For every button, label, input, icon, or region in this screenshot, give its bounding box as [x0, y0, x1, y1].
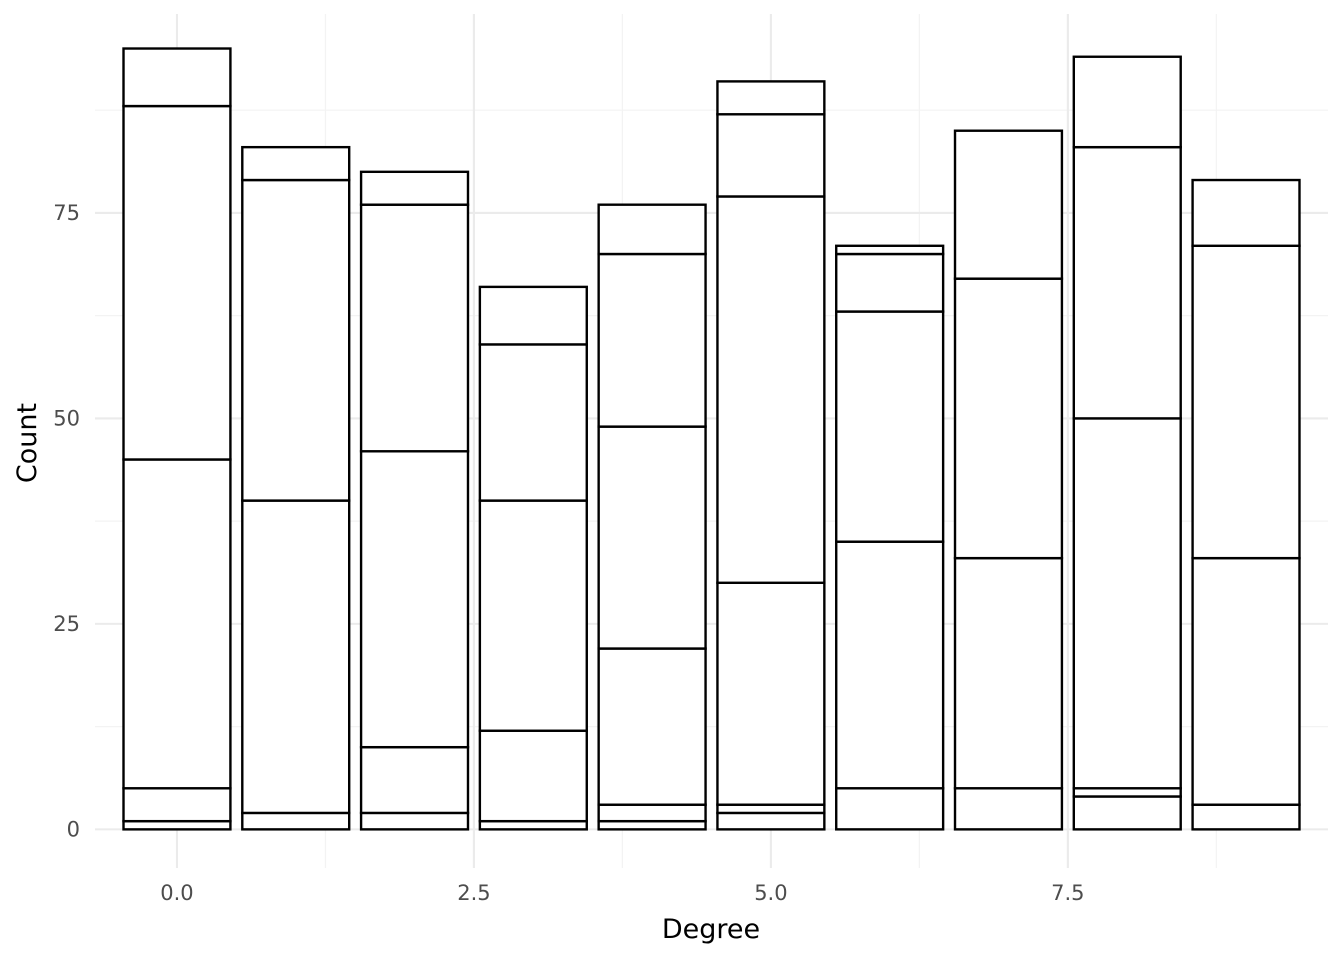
bar-segment	[716, 195, 826, 584]
y-tick-label: 25	[53, 612, 80, 636]
bar-stack	[359, 170, 470, 831]
bar-segment	[597, 647, 707, 806]
bar-stack	[241, 145, 351, 831]
bar-segment	[122, 104, 232, 461]
bar-segment	[835, 310, 945, 543]
bar-segment	[241, 499, 351, 815]
bar-stack	[597, 203, 707, 831]
bar-segment	[478, 729, 588, 823]
bar-segment	[359, 203, 470, 453]
bar-segment	[716, 80, 826, 116]
y-tick-label: 50	[53, 406, 80, 430]
bar-segment	[359, 170, 470, 206]
x-tick-label: 5.0	[754, 881, 787, 905]
bar-segment	[1191, 803, 1301, 831]
bar-stack	[122, 47, 232, 831]
bar-segment	[953, 787, 1064, 831]
bar-segment	[359, 450, 470, 749]
bar-segment	[597, 819, 707, 831]
bar-segment	[122, 819, 232, 831]
bar-segment	[478, 819, 588, 831]
bar-segment	[1191, 178, 1301, 247]
x-tick-label: 0.0	[160, 881, 193, 905]
x-axis-ticks: 0.0 2.5 5.0 7.5	[160, 881, 1084, 905]
bar-stack	[1072, 55, 1182, 831]
bar-segment	[835, 540, 945, 790]
x-axis-title: Degree	[662, 914, 760, 945]
bar-segment	[359, 745, 470, 815]
bar-segment	[1191, 244, 1301, 560]
bar-segment	[241, 178, 351, 502]
bar-segment	[835, 252, 945, 313]
bar-segment	[953, 129, 1064, 280]
bar-segment	[1191, 556, 1301, 806]
bar-segment	[1072, 417, 1182, 790]
bar-segment	[597, 203, 707, 256]
bar-segment	[241, 145, 351, 182]
bar-segment	[953, 277, 1064, 560]
bar-segment	[1072, 787, 1182, 798]
bar-segment	[359, 811, 470, 831]
bar-segment	[241, 811, 351, 831]
bar-segment	[716, 803, 826, 815]
y-tick-label: 75	[53, 201, 80, 225]
x-tick-label: 7.5	[1051, 881, 1084, 905]
bar-segment	[597, 803, 707, 823]
bar-segment	[478, 499, 588, 732]
bar-segment	[1072, 795, 1182, 831]
bar-segment	[122, 47, 232, 108]
bar-segment	[716, 113, 826, 198]
bars	[122, 47, 1301, 831]
bar-segment	[597, 252, 707, 428]
bar-segment	[122, 458, 232, 790]
bar-segment	[835, 244, 945, 256]
bar-segment	[478, 343, 588, 502]
bar-segment	[835, 787, 945, 831]
x-tick-label: 2.5	[457, 881, 490, 905]
bar-segment	[1072, 55, 1182, 149]
bar-stack	[478, 285, 588, 831]
bar-segment	[716, 581, 826, 806]
bar-segment	[478, 285, 588, 346]
bar-stack	[1191, 178, 1301, 831]
bar-segment	[953, 556, 1064, 790]
y-tick-label: 0	[67, 817, 80, 841]
bar-stack	[835, 244, 945, 831]
bar-segment	[122, 787, 232, 823]
bar-segment	[597, 425, 707, 650]
bar-stack	[953, 129, 1064, 831]
bar-segment	[1072, 145, 1182, 420]
bar-segment	[716, 811, 826, 831]
y-axis-ticks: 0 25 50 75	[53, 201, 80, 841]
bar-stack	[716, 80, 826, 831]
y-axis-title: Count	[12, 403, 43, 483]
